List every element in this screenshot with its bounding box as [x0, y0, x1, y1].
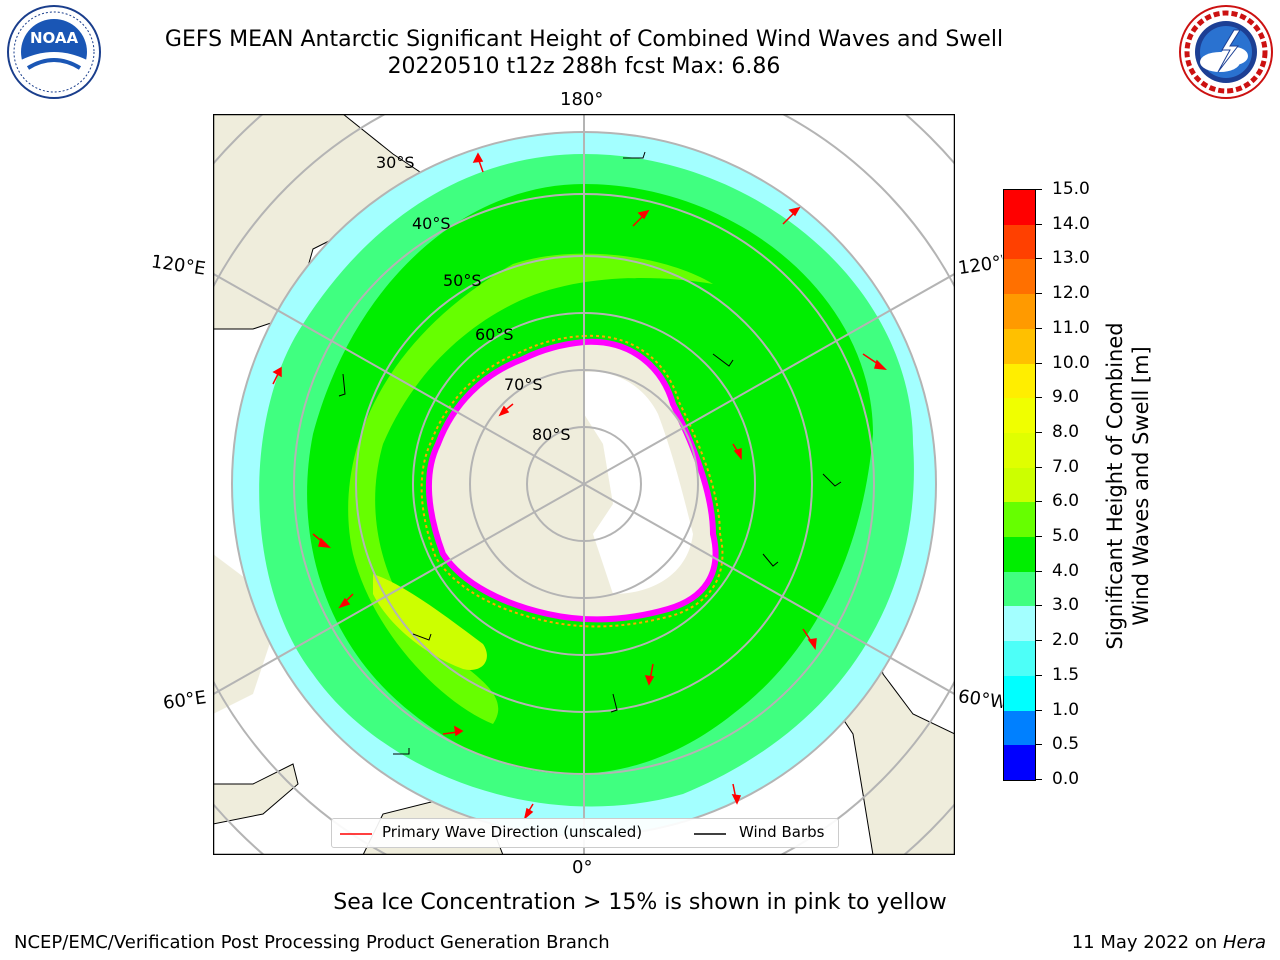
- colorbar-tick-mark: [1036, 327, 1042, 329]
- colorbar-bin: [1004, 571, 1035, 607]
- colorbar-tick-mark: [1036, 605, 1042, 607]
- colorbar-tick-mark: [1036, 293, 1042, 295]
- host-name: Hera: [1222, 932, 1266, 953]
- colorbar-tick-mark: [1036, 536, 1042, 538]
- sea-ice-outer-edge: [420, 334, 724, 628]
- colorbar-tick-label: 12.0: [1052, 283, 1090, 304]
- colorbar-label: Significant Height of Combined Wind Wave…: [1102, 322, 1154, 649]
- colorbar-tick-mark: [1036, 501, 1042, 503]
- lat-label-70s: 70°S: [504, 375, 543, 394]
- colorbar-bin: [1004, 294, 1035, 329]
- wind-barbs: [338, 151, 842, 755]
- wave-band-6-7m: [373, 574, 487, 670]
- date-stamp: 11 May 2022 on Hera: [1072, 932, 1266, 953]
- lon-label-60e: 60°E: [161, 687, 208, 714]
- colorbar: [1003, 189, 1036, 781]
- colorbar-tick-label: 3.0: [1052, 595, 1080, 616]
- colorbar-tick-label: 0.5: [1052, 734, 1080, 755]
- colorbar-tick-mark: [1036, 258, 1042, 260]
- colorbar-bin: [1004, 606, 1035, 642]
- colorbar-tick-mark: [1036, 397, 1042, 399]
- lat-label-60s: 60°S: [475, 325, 514, 344]
- colorbar-bin: [1004, 537, 1035, 572]
- colorbar-tick-mark: [1036, 779, 1042, 780]
- colorbar-tick-label: 8.0: [1052, 421, 1080, 442]
- colorbar-bin: [1004, 745, 1035, 780]
- nws-logo: [1179, 5, 1273, 99]
- chart-title: GEFS MEAN Antarctic Significant Height o…: [164, 27, 1004, 52]
- lat-label-50s: 50°S: [443, 271, 482, 290]
- colorbar-tick-mark: [1036, 674, 1042, 676]
- chart-subtitle: 20220510 t12z 288h fcst Max: 6.86: [387, 54, 781, 79]
- colorbar-ticks: 15.0 14.0 13.0 12.0 11.0 10.0 9.0 8.0 7.0 6.0 5.0 4…: [1036, 179, 1096, 789]
- colorbar-label-line2: Wind Waves and Swell [m]: [1129, 346, 1153, 626]
- colorbar-bin: [1004, 328, 1035, 364]
- lat-label-30s: 30°S: [376, 153, 415, 172]
- polar-map: [213, 114, 955, 855]
- colorbar-tick-label: 14.0: [1052, 213, 1090, 234]
- colorbar-tick-mark: [1036, 223, 1042, 225]
- graticule: [213, 114, 955, 855]
- colorbar-tick-label: 4.0: [1052, 560, 1080, 581]
- legend-wave-direction-label: Primary Wave Direction (unscaled): [382, 823, 643, 841]
- colorbar-tick-mark: [1036, 362, 1042, 364]
- colorbar-tick-label: 10.0: [1052, 352, 1090, 373]
- credit-line: NCEP/EMC/Verification Post Processing Pr…: [14, 932, 610, 953]
- colorbar-tick-mark: [1036, 570, 1042, 572]
- colorbar-tick-label: 5.0: [1052, 526, 1080, 547]
- lat-label-40s: 40°S: [412, 214, 451, 233]
- colorbar-tick-label: 6.0: [1052, 491, 1080, 512]
- colorbar-bin: [1004, 259, 1035, 295]
- colorbar-tick-mark: [1036, 466, 1042, 468]
- colorbar-bin: [1004, 467, 1035, 503]
- colorbar-bin: [1004, 675, 1035, 711]
- map-legend: Primary Wave Direction (unscaled) Wind B…: [331, 818, 839, 848]
- noaa-logo-text: NOAA: [30, 29, 79, 47]
- colorbar-bin: [1004, 190, 1035, 225]
- lat-label-80s: 80°S: [532, 425, 571, 444]
- noaa-logo: NOAA: [7, 5, 101, 99]
- wave-direction-legend-line: [340, 833, 372, 835]
- colorbar-tick-mark: [1036, 640, 1042, 642]
- sea-ice-note: Sea Ice Concentration > 15% is shown in …: [333, 890, 947, 915]
- colorbar-bin: [1004, 363, 1035, 399]
- colorbar-tick-label: 9.0: [1052, 387, 1080, 408]
- lon-label-0: 0°: [572, 857, 593, 878]
- lon-label-60w: 60°W: [956, 685, 1005, 714]
- wave-direction-arrows: [272, 152, 888, 821]
- colorbar-bin: [1004, 398, 1035, 433]
- colorbar-tick-label: 2.0: [1052, 630, 1080, 651]
- colorbar-bin: [1004, 641, 1035, 676]
- colorbar-tick-mark: [1036, 189, 1042, 190]
- date-text: 11 May 2022 on: [1071, 932, 1223, 953]
- map-frame: [213, 114, 955, 855]
- colorbar-bin: [1004, 224, 1035, 260]
- colorbar-tick-mark: [1036, 709, 1042, 711]
- colorbar-tick-label: 11.0: [1052, 317, 1090, 338]
- colorbar-bin: [1004, 432, 1035, 468]
- colorbar-tick-mark: [1036, 744, 1042, 746]
- legend-wind-barbs-label: Wind Barbs: [739, 823, 825, 841]
- lon-label-120w: 120°W: [956, 251, 1005, 280]
- madagascar-land: [213, 763, 299, 825]
- colorbar-tick-label: 13.0: [1052, 248, 1090, 269]
- colorbar-tick-label: 7.0: [1052, 456, 1080, 477]
- colorbar-tick-label: 1.5: [1052, 664, 1080, 685]
- colorbar-tick-label: 0.0: [1052, 769, 1080, 789]
- colorbar-label-line1: Significant Height of Combined: [1103, 322, 1127, 650]
- ice-shelf: [584, 371, 693, 594]
- colorbar-bin: [1004, 502, 1035, 538]
- wind-barbs-legend-line: [694, 833, 726, 835]
- west-land-fill: [213, 554, 273, 714]
- lon-label-180: 180°: [560, 89, 604, 110]
- colorbar-bin: [1004, 710, 1035, 746]
- colorbar-tick-mark: [1036, 431, 1042, 433]
- colorbar-tick-label: 15.0: [1052, 179, 1090, 199]
- lon-label-120e: 120°E: [149, 251, 207, 280]
- colorbar-tick-label: 1.0: [1052, 699, 1080, 720]
